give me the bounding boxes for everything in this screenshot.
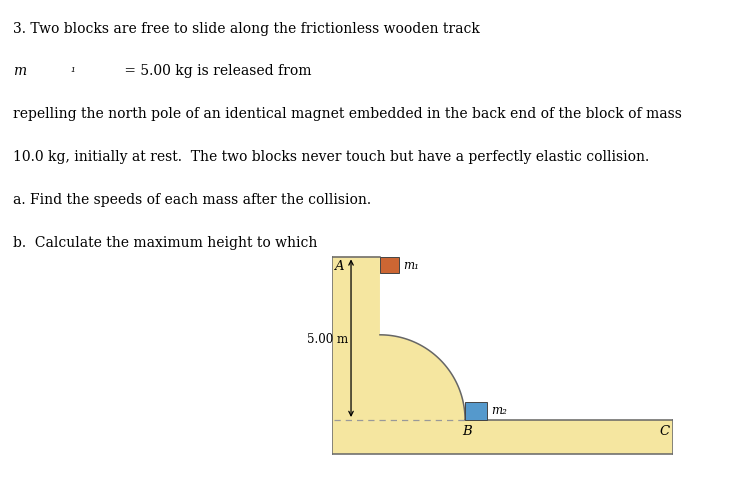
Bar: [465, 402, 488, 420]
Text: a. Find the speeds of each mass after the collision.: a. Find the speeds of each mass after th…: [13, 192, 376, 206]
Text: 5.00 m: 5.00 m: [308, 332, 348, 345]
Text: repelling the north pole of an identical magnet embedded in the back end of the : repelling the north pole of an identical…: [13, 107, 687, 121]
Polygon shape: [332, 257, 673, 454]
Text: = 5.00 kg is released from: = 5.00 kg is released from: [120, 64, 316, 78]
Text: B: B: [462, 424, 472, 437]
Text: C: C: [659, 424, 669, 437]
Bar: [380, 257, 399, 273]
Text: m₁: m₁: [403, 259, 418, 272]
Text: m: m: [13, 64, 27, 78]
Text: m₂: m₂: [491, 403, 507, 416]
Text: ₁: ₁: [70, 62, 75, 75]
Text: 3. Two blocks are free to slide along the frictionless wooden track: 3. Two blocks are free to slide along th…: [13, 22, 484, 36]
Text: 10.0 kg, initially at rest.  The two blocks never touch but have a perfectly ela: 10.0 kg, initially at rest. The two bloc…: [13, 150, 650, 164]
Text: b.  Calculate the maximum height to which: b. Calculate the maximum height to which: [13, 235, 322, 249]
Text: A: A: [334, 260, 344, 273]
